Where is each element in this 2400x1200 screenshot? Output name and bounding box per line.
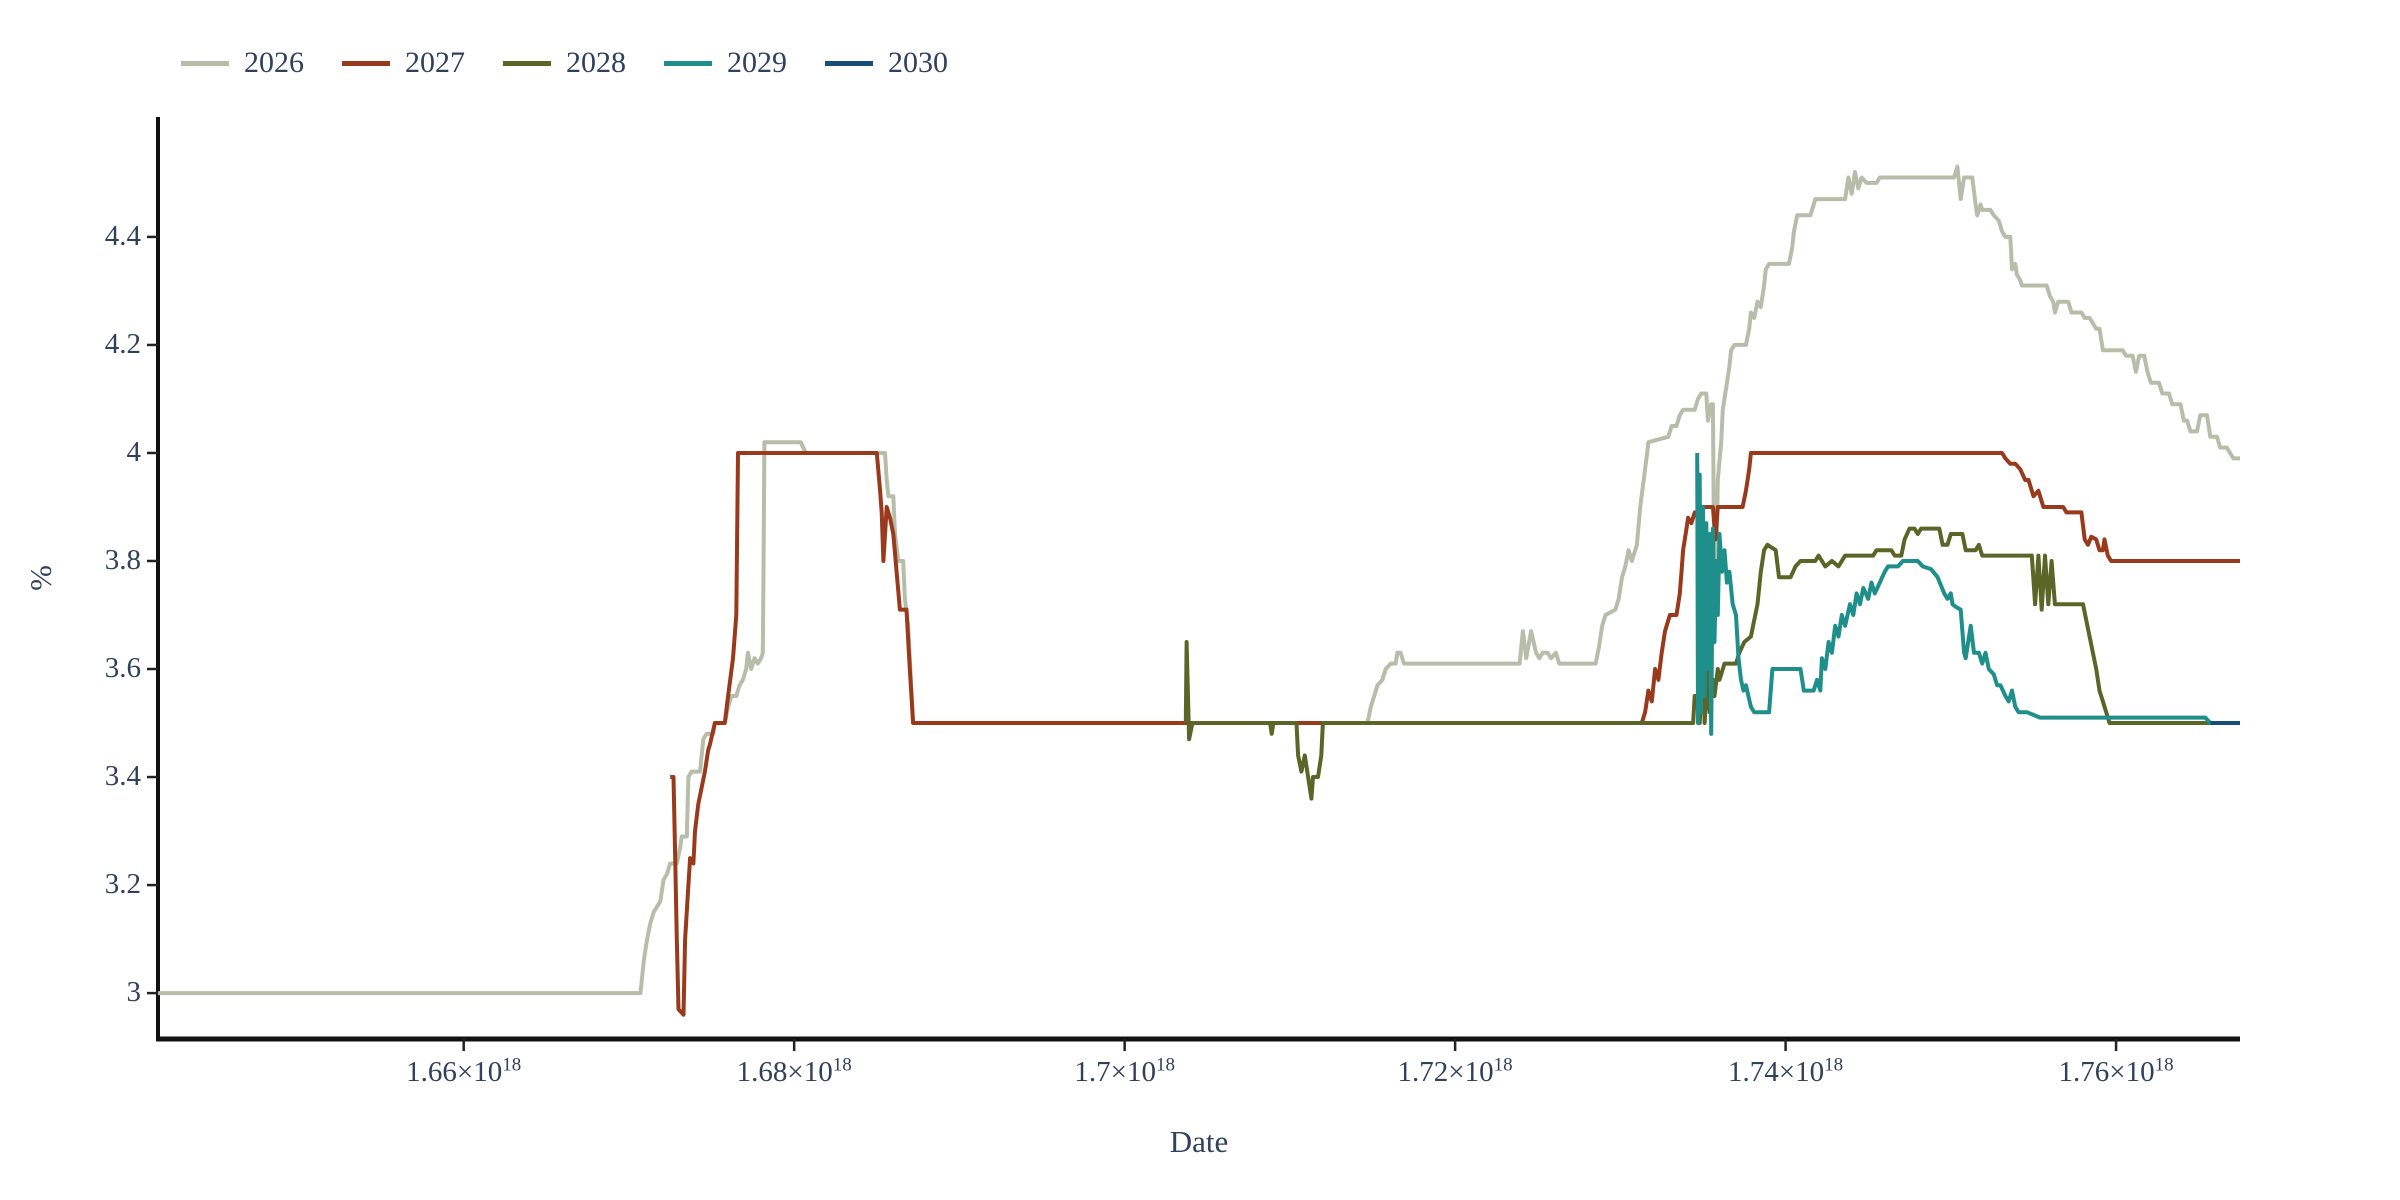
x-tick-label-1.72: 1.72×1018	[1397, 1054, 1513, 1088]
legend-swatch-2030	[825, 60, 873, 66]
legend-label-2026: 2026	[244, 46, 304, 79]
series-line-2026	[158, 164, 2240, 996]
legend-label-2028: 2028	[566, 46, 626, 79]
legend-label-2030: 2030	[888, 46, 948, 79]
legend-item-2030[interactable]: 2030	[825, 48, 948, 78]
y-axis-title: %	[23, 565, 58, 591]
x-tick-label-1.74: 1.74×1018	[1728, 1054, 1844, 1088]
y-tick-label-3.6: 3.6	[104, 651, 141, 684]
x-tick-label-1.7: 1.7×1018	[1074, 1054, 1175, 1088]
legend-item-2029[interactable]: 2029	[664, 48, 787, 78]
legend-swatch-2027	[342, 60, 390, 66]
legend-label-2027: 2027	[405, 46, 465, 79]
x-tick-label-1.68: 1.68×1018	[736, 1054, 852, 1088]
y-tick-label-3.8: 3.8	[104, 543, 141, 576]
x-tick-label-1.66: 1.66×1018	[406, 1054, 522, 1088]
x-tick-label-1.76: 1.76×1018	[2058, 1054, 2174, 1088]
legend-swatch-2028	[503, 60, 551, 66]
legend-label-2029: 2029	[727, 46, 787, 79]
legend-item-2026[interactable]: 2026	[181, 48, 304, 78]
series-line-2028	[1183, 526, 2240, 801]
chart-legend: 2026 2027 2028 2029 2030	[181, 48, 986, 78]
y-tick-label-3.4: 3.4	[104, 759, 141, 792]
legend-item-2027[interactable]: 2027	[342, 48, 465, 78]
series-line-2029	[1695, 452, 2240, 736]
legend-swatch-2029	[664, 60, 712, 66]
x-axis-title: Date	[1169, 1124, 1229, 1159]
y-tick-label-3: 3	[126, 975, 142, 1008]
y-tick-label-3.2: 3.2	[104, 867, 141, 900]
y-tick-label-4.2: 4.2	[104, 327, 141, 360]
legend-swatch-2026	[181, 60, 229, 66]
series-line-2027	[670, 451, 2240, 1017]
y-tick-label-4: 4	[126, 435, 142, 468]
y-tick-label-4.4: 4.4	[104, 219, 141, 252]
legend-item-2028[interactable]: 2028	[503, 48, 626, 78]
